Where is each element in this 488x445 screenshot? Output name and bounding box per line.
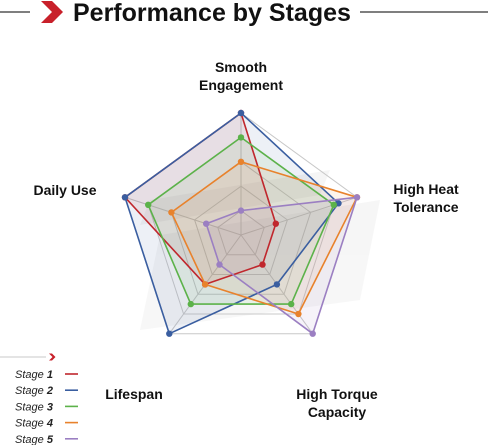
series-line-stage-4 bbox=[170, 161, 358, 315]
axis-labels: Smooth Engagement High Heat Tolerance High T… bbox=[33, 59, 459, 420]
axis-label-5: Daily Use bbox=[33, 182, 96, 198]
legend: Stage 1 Stage 2 Stage 3 Stage 4 Stage 5 bbox=[0, 353, 78, 445]
data-point-stage-3-axis-5 bbox=[145, 201, 152, 208]
series-area-stage-2 bbox=[125, 113, 339, 334]
legend-label-stage-2: Stage 2 bbox=[15, 385, 53, 397]
data-point-stage-5-axis-4 bbox=[216, 261, 223, 268]
data-point-stage-5-axis-1 bbox=[237, 207, 245, 214]
data-point-stage-3-axis-3 bbox=[288, 300, 295, 308]
data-point-stage-4-axis-1 bbox=[237, 158, 245, 165]
data-point-stage-2-axis-1 bbox=[237, 109, 245, 117]
series-area-stage-5 bbox=[206, 197, 357, 334]
grid-ring-2 bbox=[194, 185, 288, 275]
data-point-stage-5-axis-2 bbox=[353, 194, 361, 201]
grid-spoke-5 bbox=[124, 196, 242, 236]
series-area-stage-4 bbox=[171, 161, 357, 314]
series-line-stage-5 bbox=[205, 196, 358, 335]
series-outlines bbox=[121, 109, 361, 337]
legend-label-stage-3: Stage 3 bbox=[15, 401, 53, 413]
data-point-stage-2-axis-4 bbox=[166, 330, 173, 337]
radar-series bbox=[121, 109, 361, 337]
axis-label-3: High Torque Capacity bbox=[296, 386, 378, 420]
data-point-stage-1-axis-3 bbox=[259, 261, 266, 268]
series-area-stage-1 bbox=[125, 113, 276, 285]
chart-header: Performance by Stages bbox=[0, 0, 488, 27]
axis-label-4: Lifespan bbox=[105, 386, 163, 402]
data-point-stage-5-axis-5 bbox=[203, 220, 210, 227]
legend-chevron-icon bbox=[49, 353, 56, 361]
legend-label-stage-1: Stage 1 bbox=[15, 369, 53, 381]
axis-label-1: Smooth Engagement bbox=[199, 59, 283, 93]
data-point-stage-1-axis-2 bbox=[272, 220, 279, 227]
data-point-stage-3-axis-2 bbox=[330, 201, 337, 208]
data-point-stage-4-axis-4 bbox=[201, 281, 209, 288]
data-point-stage-2-axis-3 bbox=[273, 281, 281, 288]
grid-ring-1 bbox=[217, 209, 265, 256]
data-point-stage-4-axis-3 bbox=[295, 310, 302, 318]
axis-label-2: High Heat Tolerance bbox=[393, 181, 459, 215]
legend-label-stage-4: Stage 4 bbox=[15, 418, 53, 430]
title-chevron-icon bbox=[41, 1, 63, 23]
chart-title: Performance by Stages bbox=[73, 0, 351, 27]
data-point-stage-4-axis-5 bbox=[168, 209, 175, 216]
data-point-stage-3-axis-4 bbox=[187, 300, 194, 308]
data-point-stage-5-axis-3 bbox=[309, 330, 316, 337]
series-line-stage-3 bbox=[147, 136, 335, 305]
legend-label-stage-5: Stage 5 bbox=[15, 434, 54, 445]
series-line-stage-2 bbox=[124, 112, 340, 335]
data-point-stage-2-axis-5 bbox=[121, 194, 129, 201]
data-point-stage-3-axis-1 bbox=[237, 134, 245, 141]
